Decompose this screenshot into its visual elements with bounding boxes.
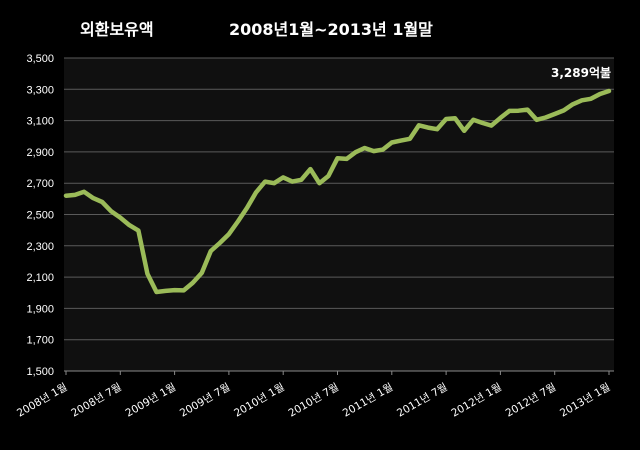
y-tick-label: 2,500: [26, 210, 54, 222]
last-value-annotation: 3,289억불: [551, 66, 611, 80]
y-tick-label: 3,500: [26, 53, 54, 65]
y-tick-label: 2,900: [26, 147, 54, 159]
y-tick-label: 2,300: [26, 241, 54, 253]
y-tick-label: 1,700: [26, 335, 54, 347]
chart-subtitle: 2008년1월~2013년 1월말: [229, 20, 433, 39]
gridlines: [64, 57, 614, 372]
series-line: [63, 88, 612, 295]
y-tick-label: 2,700: [26, 178, 54, 190]
y-axis-ticks: 1,500 1,700 1,900 2,100 2,300 2,500 2,700 2,900…: [26, 53, 54, 378]
series-layer: [63, 88, 612, 295]
y-tick-label: 3,100: [26, 116, 54, 128]
y-tick-label: 1,900: [26, 303, 54, 315]
y-tick-label: 2,100: [26, 272, 54, 284]
y-tick-label: 3,300: [26, 84, 54, 96]
y-tick-label: 1,500: [26, 366, 54, 378]
chart-title: 외환보유액: [80, 20, 154, 39]
